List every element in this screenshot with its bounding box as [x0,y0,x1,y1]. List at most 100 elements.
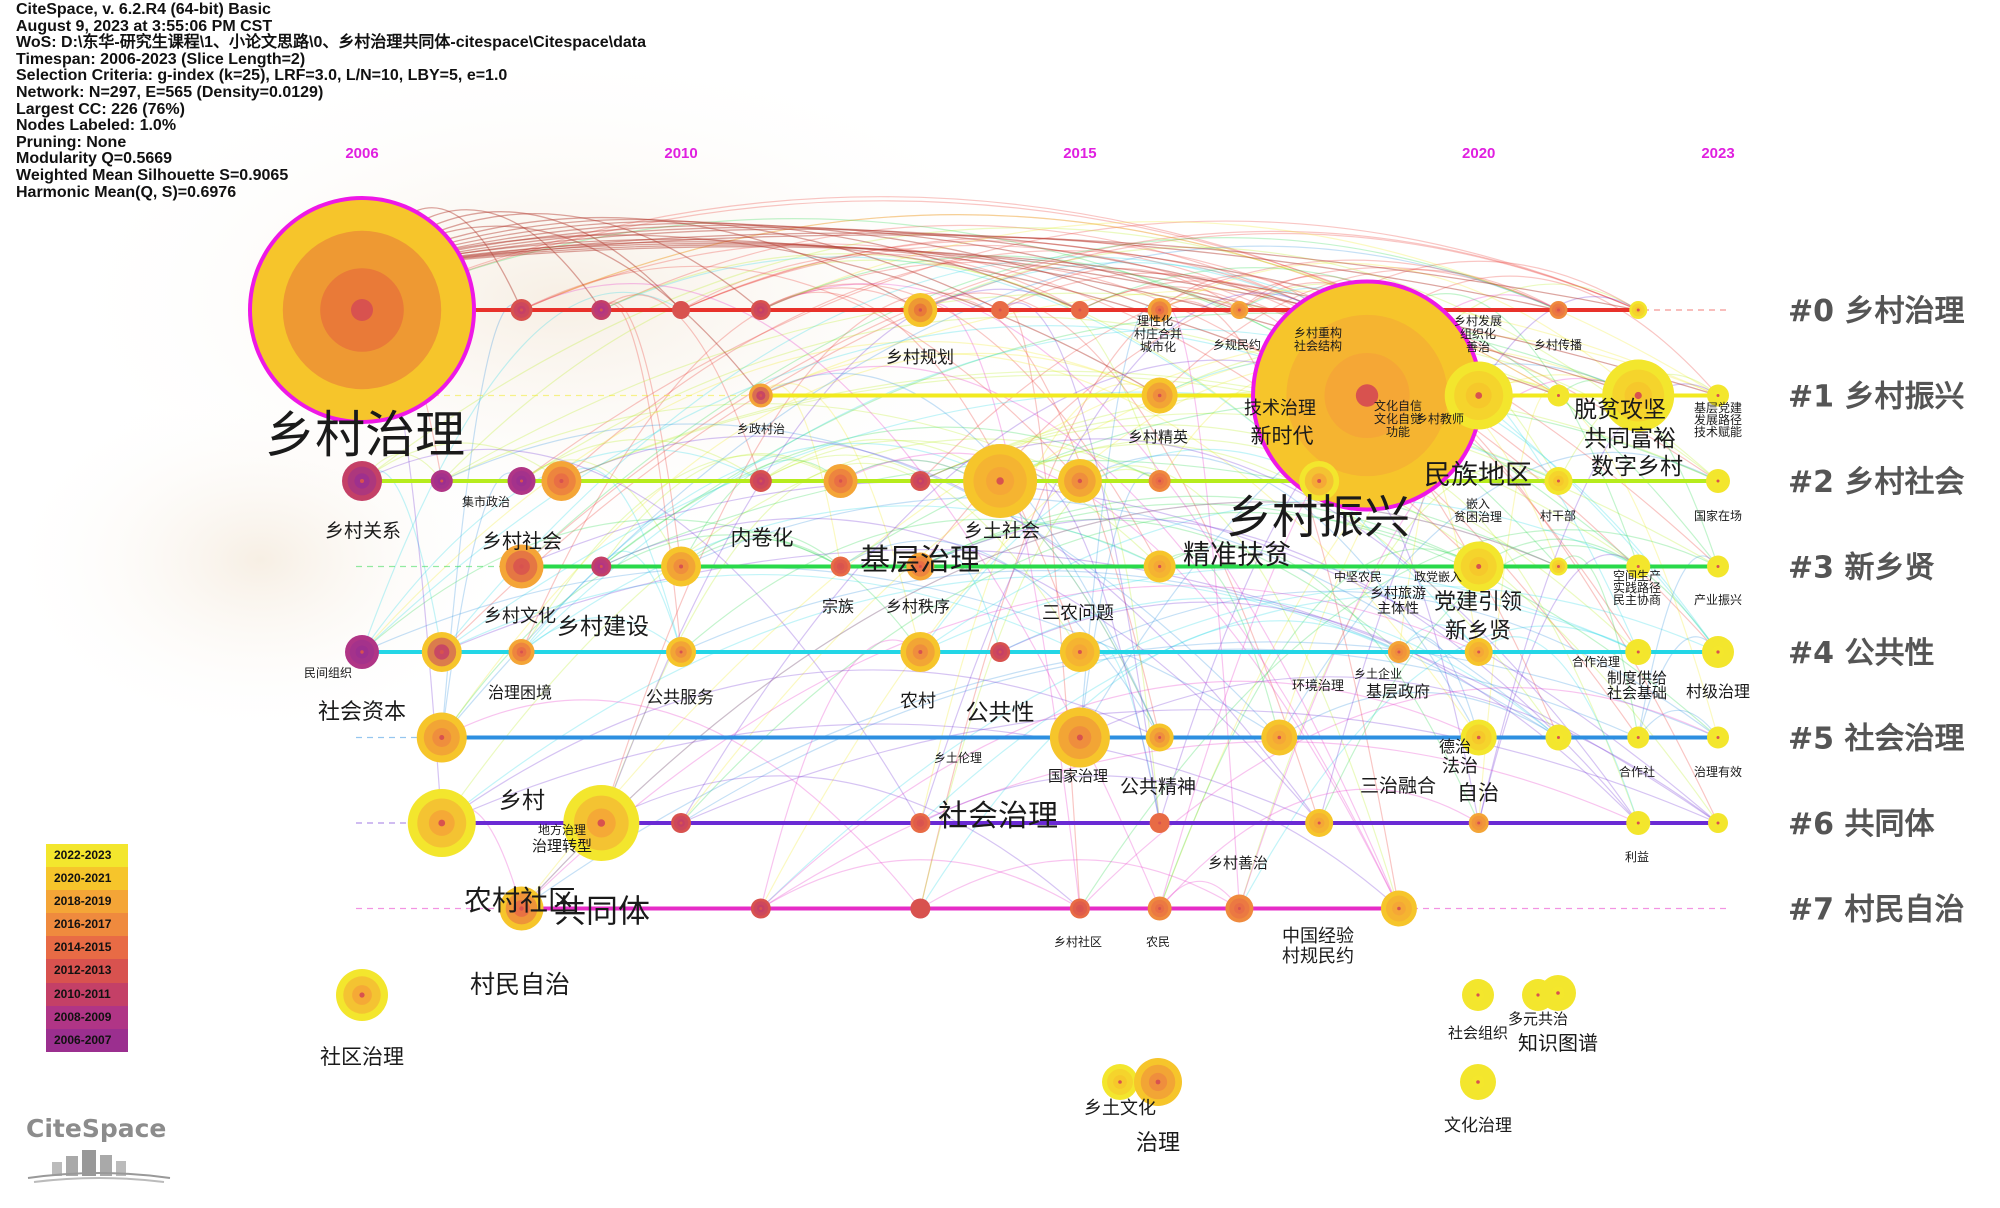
keyword-node[interactable] [1707,726,1729,749]
keyword-node[interactable] [750,898,771,919]
summary-line: Harmonic Mean(Q, S)=0.6976 [16,183,237,201]
keyword-node[interactable] [1230,301,1249,319]
keyword-node[interactable] [1547,384,1570,407]
keyword-node[interactable] [407,789,476,857]
keyword-node[interactable] [421,632,462,672]
keyword-node[interactable] [906,552,935,581]
keyword-node[interactable] [1143,550,1176,583]
keyword-node[interactable] [749,470,772,492]
keyword-node[interactable] [1147,896,1172,921]
keyword-node[interactable] [910,898,931,919]
keyword-node[interactable] [1049,707,1110,768]
keyword-node[interactable] [990,642,1011,662]
keyword-node[interactable] [1626,811,1651,835]
keyword-node[interactable] [991,301,1010,319]
node-center [1317,479,1322,483]
keyword-node[interactable] [1549,301,1568,319]
keyword-node[interactable] [336,969,388,1021]
keyword-node[interactable] [1625,639,1652,665]
keyword-node[interactable] [1102,1064,1138,1100]
keyword-node[interactable] [1629,301,1648,319]
keyword-node[interactable] [671,813,692,833]
keyword-node[interactable] [1545,724,1572,751]
keyword-node[interactable] [661,546,702,587]
citation-arc [441,574,1081,653]
keyword-node[interactable] [1299,461,1340,501]
keyword-node[interactable] [823,464,858,498]
citation-arc [361,200,1719,482]
keyword-node[interactable] [1070,301,1089,319]
keyword-node[interactable] [430,470,453,492]
keyword-node[interactable] [666,637,697,667]
keyword-node[interactable] [563,785,640,861]
keyword-node[interactable] [591,300,612,320]
keyword-node[interactable] [1149,813,1170,833]
keyword-node[interactable] [342,461,382,501]
citation-arc [361,291,682,653]
keyword-node[interactable] [1251,279,1484,512]
keyword-node[interactable] [1134,1058,1182,1106]
keyword-node[interactable] [1141,377,1178,414]
keyword-node[interactable] [499,886,544,931]
citation-arc [600,301,682,567]
keyword-node[interactable] [1057,459,1102,503]
keyword-node[interactable] [1444,361,1513,430]
keyword-node[interactable] [1380,890,1417,927]
keyword-label: 乡土文化 [1084,1098,1156,1119]
keyword-node[interactable] [1387,641,1410,663]
keyword-node[interactable] [1544,467,1573,495]
keyword-node[interactable] [900,632,941,672]
keyword-node[interactable] [910,813,931,833]
keyword-node[interactable] [1708,813,1728,833]
keyword-node[interactable] [1706,469,1730,493]
keyword-node[interactable] [1225,894,1254,923]
keyword-node[interactable] [541,461,582,501]
keyword-node[interactable] [345,635,379,669]
keyword-node[interactable] [591,556,612,577]
keyword-node[interactable] [508,639,535,665]
keyword-node[interactable] [1145,723,1174,752]
keyword-node[interactable] [1069,898,1090,919]
keyword-node[interactable] [507,467,536,495]
keyword-node[interactable] [1707,384,1729,407]
citation-arc [361,448,921,824]
keyword-node[interactable] [1460,1064,1496,1100]
keyword-node[interactable] [830,556,851,577]
citation-arc [521,439,762,482]
node-center [520,479,524,483]
keyword-node[interactable] [1261,719,1298,756]
keyword-node[interactable] [748,383,773,408]
keyword-node[interactable] [910,471,931,491]
keyword-node[interactable] [416,712,467,763]
keyword-node[interactable] [903,293,938,327]
keyword-node[interactable] [1462,979,1494,1011]
keyword-node[interactable] [1626,554,1651,579]
node-center [1636,821,1640,825]
keyword-node[interactable] [672,301,691,319]
citation-arc [680,518,1160,653]
keyword-node[interactable] [510,299,533,321]
keyword-node[interactable] [248,196,476,424]
keyword-node[interactable] [1464,638,1493,666]
keyword-node[interactable] [1702,636,1734,668]
keyword-node[interactable] [1540,975,1576,1011]
keyword-node[interactable] [1627,726,1650,749]
keyword-node[interactable] [499,544,544,589]
node-center [438,819,446,827]
keyword-node[interactable] [1305,809,1334,837]
citation-arc [840,539,1161,738]
keyword-node[interactable] [1468,813,1489,833]
year-axis: 2006 2010 2015 2020 2023 [345,145,1734,162]
keyword-node[interactable] [1453,541,1504,592]
keyword-node[interactable] [1460,719,1497,756]
keyword-node[interactable] [1602,359,1675,432]
keyword-node[interactable] [963,444,1038,518]
keyword-node[interactable] [1148,470,1171,492]
keyword-node[interactable] [1059,632,1100,672]
keyword-node[interactable] [1707,555,1729,578]
node-center [679,308,683,312]
keyword-node[interactable] [1147,298,1172,322]
keyword-node[interactable] [1549,557,1568,576]
keyword-node[interactable] [750,300,771,320]
